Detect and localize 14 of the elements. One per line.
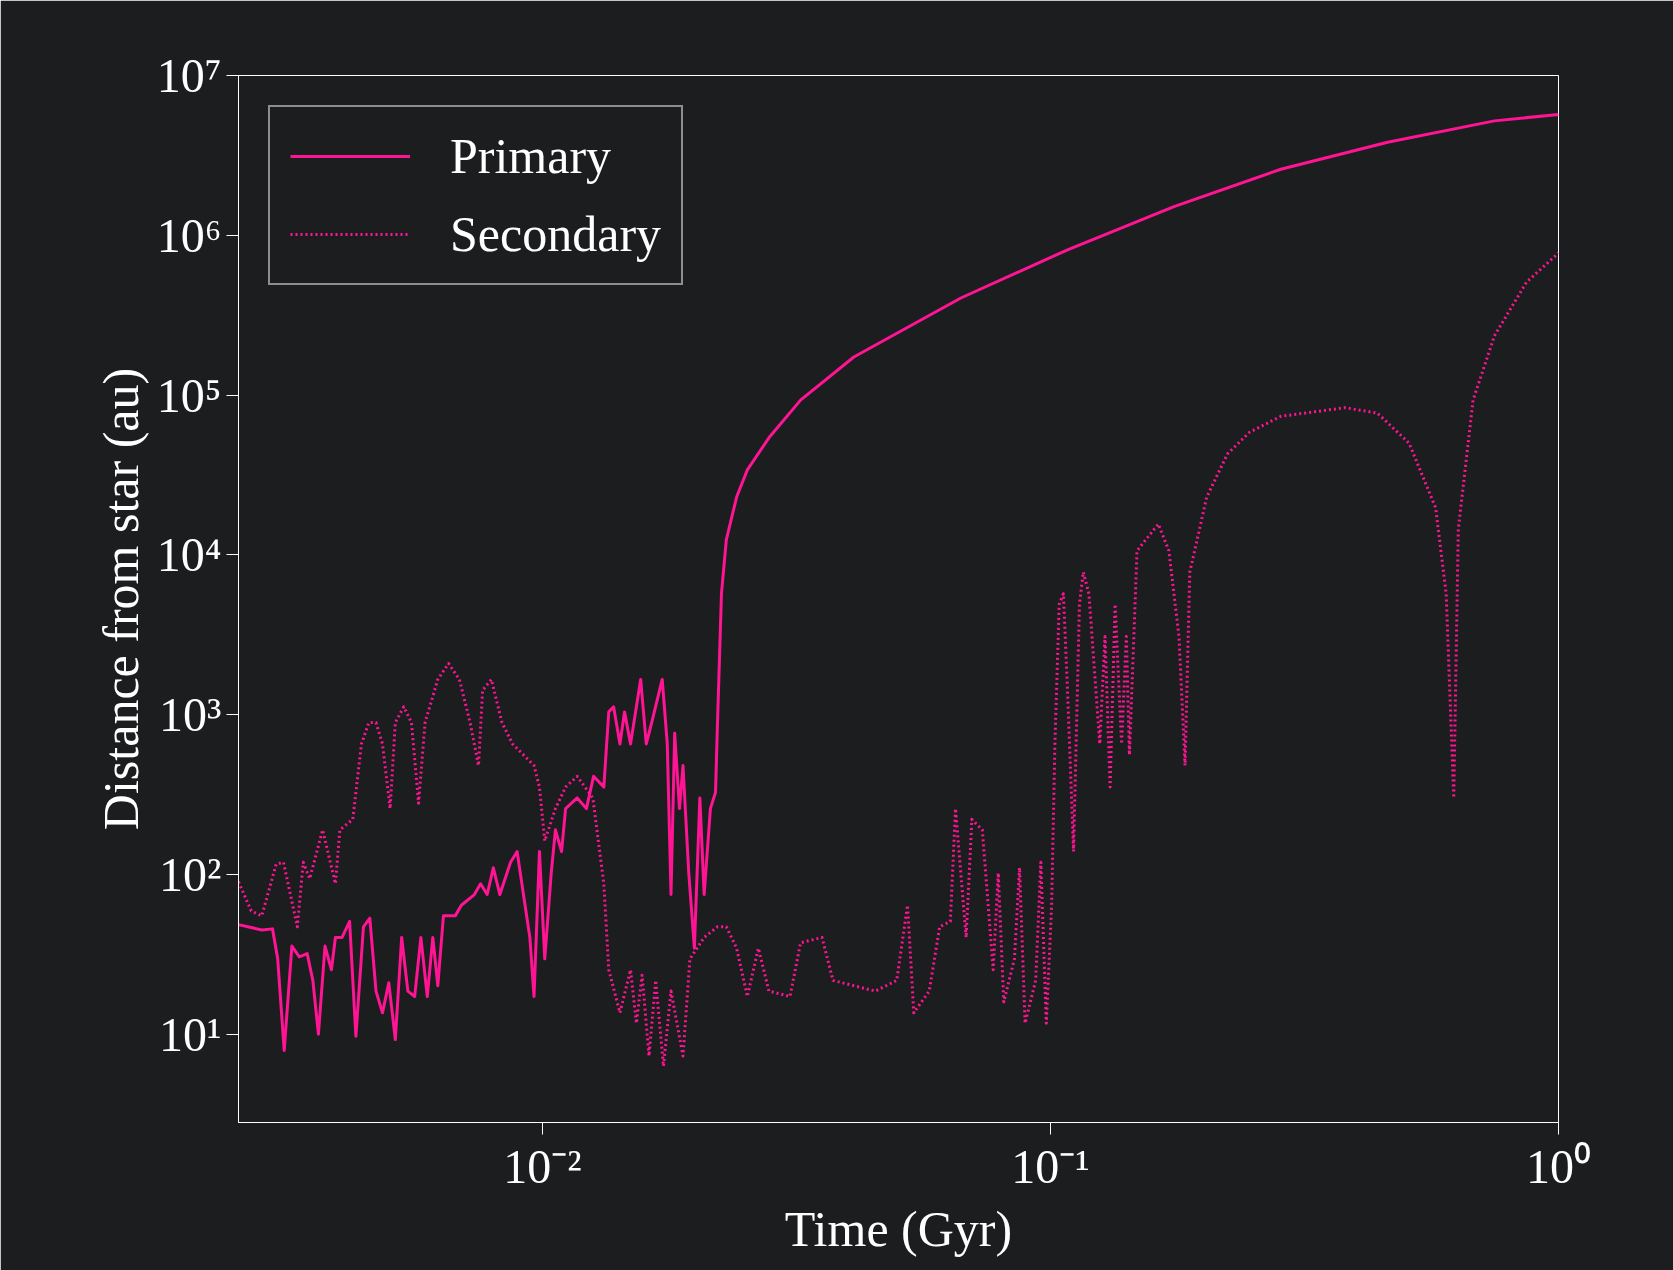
legend-label: Primary: [450, 127, 612, 185]
y-tick-label: 10⁴: [156, 528, 222, 582]
y-axis-title: Distance from star (au): [92, 367, 149, 831]
y-tick-label: 10⁷: [156, 49, 222, 102]
y-tick-label: 10⁶: [156, 208, 222, 262]
x-axis-title: Time (Gyr): [784, 1200, 1013, 1257]
legend-label: Secondary: [450, 205, 662, 263]
x-tick-label: 10⁻²: [503, 1139, 582, 1193]
y-tick-label: 10⁵: [156, 368, 222, 422]
y-tick-label: 10¹: [159, 1007, 222, 1061]
y-tick-label: 10³: [159, 688, 222, 742]
x-tick-label: 10⁻¹: [1011, 1139, 1090, 1193]
y-tick-label: 10²: [159, 847, 222, 901]
x-tick-label: 10⁰: [1526, 1139, 1591, 1193]
